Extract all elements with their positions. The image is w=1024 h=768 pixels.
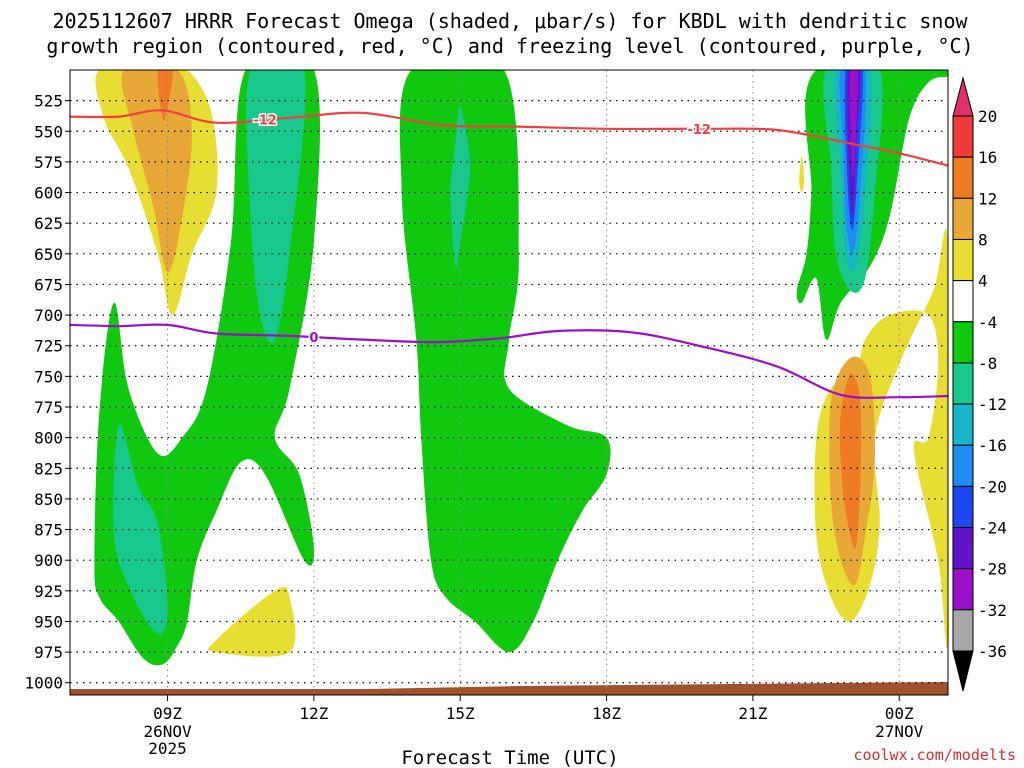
y-tick-label: 825 <box>34 459 63 478</box>
omega-region-8 <box>121 70 192 273</box>
colorbar-segment <box>952 403 974 446</box>
omega-region--4 <box>399 70 611 653</box>
y-axis: 525 550 575 600 625 650 675 700 725 750 775 800 825 8… <box>24 92 70 693</box>
y-tick-label: 600 <box>34 184 63 203</box>
y-tick-label: 625 <box>34 214 63 233</box>
y-tick-label: 650 <box>34 245 63 264</box>
y-tick-label: 725 <box>34 337 63 356</box>
omega-region-12 <box>839 373 862 549</box>
colorbar-label: -36 <box>978 642 1007 661</box>
contour-lines: -12 -12 0 <box>70 109 948 399</box>
colorbar-segment <box>952 362 974 405</box>
freezing-level-line <box>70 323 948 399</box>
colorbar-label: -8 <box>978 354 997 373</box>
colorbar-segment <box>952 444 974 487</box>
colorbar: 20 16 12 8 4 -4 -8 -12 -16 -20 -24 -28 -32 -36 <box>952 76 1007 692</box>
freezing-level-line-label: 0 <box>309 331 318 346</box>
colorbar-label: -20 <box>978 477 1007 496</box>
x-tick-date: 27NOV <box>875 722 924 741</box>
y-tick-label: 675 <box>34 275 63 294</box>
omega-region--8 <box>450 106 470 269</box>
y-tick-label: 575 <box>34 153 63 172</box>
omega-region--8 <box>113 424 168 635</box>
colorbar-label: -16 <box>978 436 1007 455</box>
colorbar-segment <box>952 156 974 199</box>
dgz-contour-line-label: -12 <box>253 113 277 128</box>
colorbar-segment <box>952 197 974 240</box>
y-tick-label: 700 <box>34 306 63 325</box>
credit-text[interactable]: coolwx.com/modelts <box>853 746 1016 764</box>
y-tick-label: 925 <box>34 582 63 601</box>
y-tick-label: 900 <box>34 551 63 570</box>
x-tick-label: 21Z <box>738 704 767 723</box>
omega-region-12 <box>157 70 173 121</box>
terrain-fill <box>70 682 948 695</box>
omega-region-4 <box>799 155 805 193</box>
y-tick-label: 1000 <box>24 674 63 693</box>
x-tick-date: 26NOV <box>143 722 192 741</box>
colorbar-segment <box>952 485 974 529</box>
x-axis-label: Forecast Time (UTC) <box>401 747 618 768</box>
y-tick-label: 950 <box>34 612 63 631</box>
y-tick-label: 800 <box>34 429 63 448</box>
colorbar-label: -32 <box>978 601 1007 620</box>
x-tick-label: 00Z <box>885 704 914 723</box>
x-tick-label: 12Z <box>299 704 328 723</box>
dgz-contour-line <box>70 109 948 167</box>
colorbar-label: -4 <box>978 313 997 332</box>
colorbar-segment <box>952 238 974 282</box>
colorbar-top-arrow <box>952 76 974 117</box>
colorbar-label: -24 <box>978 519 1007 538</box>
chart-title-line1: 2025112607 HRRR Forecast Omega (shaded, … <box>52 9 968 33</box>
x-tick-label: 09Z <box>153 704 182 723</box>
omega-region--28 <box>849 70 858 181</box>
x-tick-label: 15Z <box>446 704 475 723</box>
y-tick-label: 550 <box>34 122 63 141</box>
dgz-contour-line-label: -12 <box>687 123 711 138</box>
y-tick-label: 750 <box>34 367 63 386</box>
colorbar-label: 12 <box>978 189 997 208</box>
omega-region--8 <box>246 70 306 343</box>
colorbar-label: 4 <box>978 272 988 291</box>
colorbar-segment <box>952 527 974 570</box>
omega-region-4 <box>208 586 296 657</box>
omega-shading <box>94 70 948 666</box>
x-tick-label: 18Z <box>592 704 621 723</box>
colorbar-label: -28 <box>978 560 1007 579</box>
colorbar-segment <box>952 568 974 611</box>
y-tick-label: 875 <box>34 521 63 540</box>
plot-frame <box>69 69 949 696</box>
colorbar-label: 20 <box>978 107 997 126</box>
y-tick-label: 525 <box>34 92 63 111</box>
colorbar-label: 16 <box>978 148 997 167</box>
y-tick-label: 775 <box>34 398 63 417</box>
y-tick-label: 975 <box>34 643 63 662</box>
chart-title-line2: growth region (contoured, red, °C) and f… <box>46 34 973 58</box>
terrain-polygon <box>70 682 948 695</box>
colorbar-label: -12 <box>978 395 1007 414</box>
colorbar-segment <box>952 115 974 158</box>
colorbar-segment <box>952 609 974 652</box>
colorbar-label: 8 <box>978 230 988 249</box>
x-tick-year: 2025 <box>148 739 187 758</box>
y-tick-label: 850 <box>34 490 63 509</box>
colorbar-segment <box>952 321 974 364</box>
colorbar-segment <box>952 280 974 323</box>
colorbar-bottom-arrow <box>952 650 974 692</box>
